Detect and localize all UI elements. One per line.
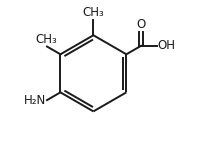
Text: CH₃: CH₃: [35, 33, 57, 46]
Text: O: O: [136, 18, 146, 31]
Text: OH: OH: [157, 39, 175, 52]
Text: CH₃: CH₃: [83, 6, 104, 19]
Text: H₂N: H₂N: [24, 94, 46, 107]
